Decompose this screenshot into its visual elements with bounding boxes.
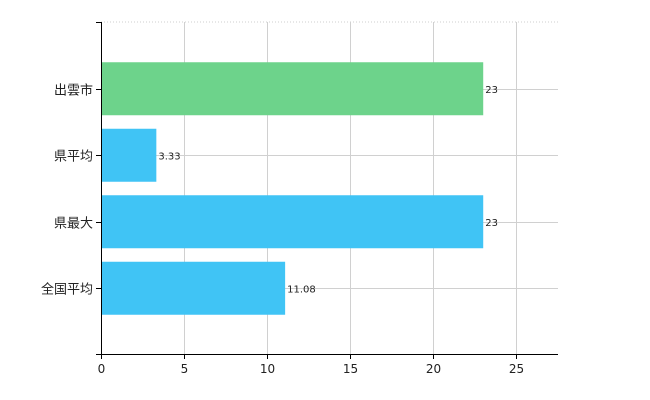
category-label-0: 出雲市	[54, 83, 93, 99]
category-label-2: 県最大	[54, 217, 93, 232]
bar-value-label-2: 23	[485, 218, 498, 229]
category-label-3: 全国平均	[41, 282, 93, 298]
bar-3	[101, 261, 286, 315]
x-tick-label-15: 15	[343, 362, 358, 376]
bar-value-label-3: 11.08	[287, 284, 316, 295]
category-label-1: 県平均	[54, 150, 93, 165]
bar-2	[101, 195, 484, 249]
x-tick-label-20: 20	[426, 362, 441, 376]
axes	[96, 22, 558, 359]
bar-value-label-1: 3.33	[158, 151, 180, 162]
x-tick-label-0: 0	[98, 362, 106, 376]
x-tick-label-5: 5	[181, 362, 189, 376]
bar-value-label-0: 23	[485, 85, 498, 96]
x-tick-label-25: 25	[509, 362, 524, 376]
bar-1	[101, 128, 157, 182]
bar-0	[101, 62, 484, 116]
bars	[101, 62, 484, 315]
x-tick-label-10: 10	[260, 362, 275, 376]
